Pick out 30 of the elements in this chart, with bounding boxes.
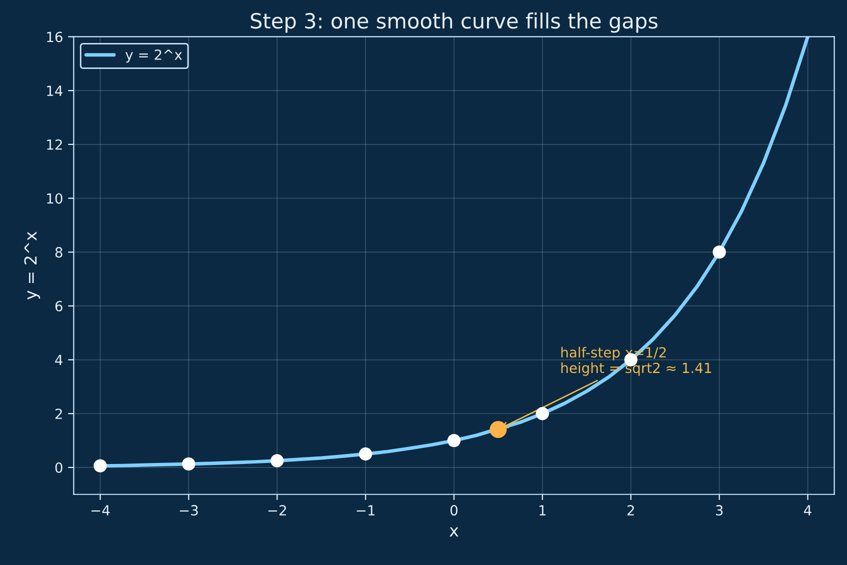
x-tick-label: 1 [540, 505, 546, 516]
y-tick-label: 12 [47, 139, 62, 150]
y-tick-label: 14 [47, 86, 62, 96]
x-tick-label: 0 [450, 505, 458, 516]
point [94, 459, 107, 472]
y-tick-label: 4 [55, 354, 62, 366]
x-tick-label: 2 [627, 505, 634, 516]
point [712, 246, 726, 259]
x-axis-title: x [450, 527, 458, 536]
y-tick-label: 16 [47, 32, 62, 42]
point [270, 454, 284, 468]
x-tick-label: −4 [91, 505, 110, 516]
y-tick-label: 0 [55, 462, 62, 473]
y-tick-label: 10 [47, 193, 62, 204]
point [536, 407, 550, 420]
point [182, 457, 196, 471]
legend-label: y = 2^x [125, 49, 182, 63]
y-tick-label: 8 [55, 247, 62, 258]
y-axis-title: y = 2^x [24, 232, 40, 300]
chart-title: Step 3: one smooth curve fills the gaps [250, 12, 658, 33]
point [358, 447, 372, 461]
x-tick-label: −3 [180, 505, 198, 516]
point [447, 434, 461, 448]
x-tick-label: 3 [716, 505, 723, 516]
x-tick-label: 4 [804, 505, 812, 516]
x-tick-label: −1 [356, 505, 375, 516]
y-tick-label: 2 [55, 408, 62, 419]
y-tick-label: 6 [55, 300, 62, 312]
point [490, 420, 507, 438]
x-tick-label: −2 [268, 505, 286, 516]
